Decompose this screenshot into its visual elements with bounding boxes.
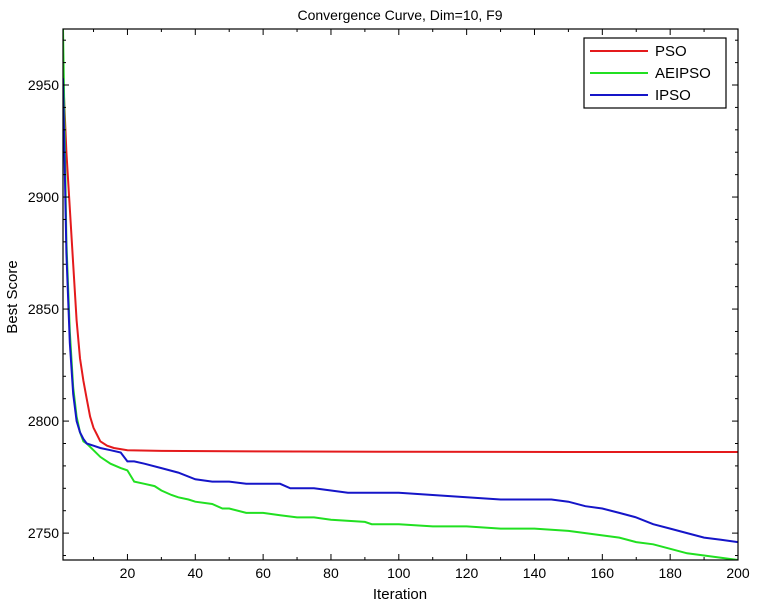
chart-title: Convergence Curve, Dim=10, F9 xyxy=(297,7,502,23)
x-tick-label: 140 xyxy=(523,565,547,581)
legend-entry: AEIPSO xyxy=(655,65,711,82)
legend-entry: PSO xyxy=(655,43,687,60)
series-line-ipso xyxy=(63,78,738,544)
legend: PSO AEIPSO IPSO xyxy=(583,37,727,109)
x-tick-label: 100 xyxy=(387,565,411,581)
y-tick-label: 2950 xyxy=(28,77,59,93)
series-line-pso xyxy=(63,73,738,453)
plot-frame xyxy=(62,28,739,561)
legend-entry: IPSO xyxy=(655,87,691,104)
y-axis-label: Best Score xyxy=(4,260,21,333)
x-tick-label: 80 xyxy=(323,565,339,581)
x-axis-label: Iteration xyxy=(373,586,427,603)
x-tick-label: 120 xyxy=(455,565,479,581)
x-tick-label: 20 xyxy=(120,565,136,581)
y-tick-label: 2750 xyxy=(28,525,59,541)
axes-layer: 20 40 60 80 100 120 140 160 180 200 2750 2800 2850 29… xyxy=(28,28,750,581)
series-layer xyxy=(63,29,738,560)
y-tick-label: 2850 xyxy=(28,301,59,317)
y-tick-label: 2800 xyxy=(28,413,59,429)
y-tick-label: 2900 xyxy=(28,189,59,205)
x-tick-label: 40 xyxy=(187,565,203,581)
x-tick-label: 200 xyxy=(726,565,750,581)
series-line-aeipso xyxy=(63,29,738,560)
x-tick-label: 60 xyxy=(255,565,271,581)
x-tick-label: 160 xyxy=(591,565,615,581)
x-tick-label: 180 xyxy=(658,565,682,581)
